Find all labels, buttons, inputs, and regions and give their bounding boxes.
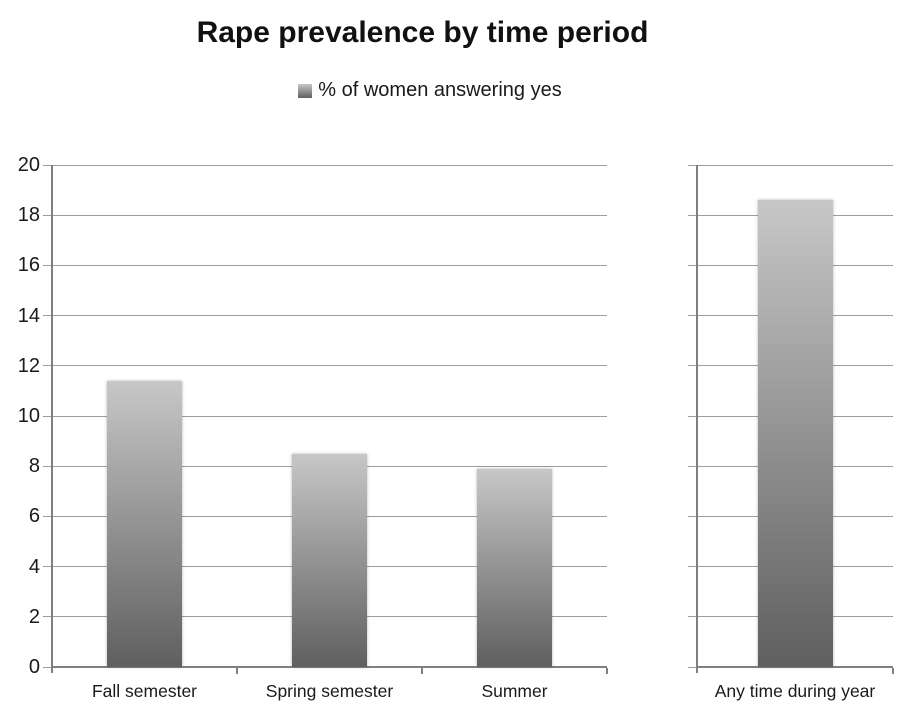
bar [292, 453, 367, 667]
bar [107, 380, 182, 667]
bar [757, 200, 833, 667]
y-axis-tick-label: 4 [28, 555, 40, 578]
category-label: Spring semester [265, 681, 394, 701]
category-label: Any time during year [714, 681, 876, 701]
gridline [43, 264, 607, 266]
x-axis-tick [892, 668, 894, 674]
gridline [43, 365, 607, 367]
category-label: Summer [481, 681, 548, 701]
gridline [43, 315, 607, 317]
y-axis-tick-label: 6 [28, 505, 40, 528]
y-axis-line [696, 165, 698, 673]
x-axis-line [696, 666, 893, 668]
x-axis-tick [421, 668, 423, 674]
chart-title: Rape prevalence by time period [196, 16, 649, 49]
legend-label: % of women answering yes [318, 79, 562, 101]
x-axis-tick [606, 668, 608, 674]
y-axis-tick-label: 20 [17, 154, 40, 176]
y-axis-line [51, 165, 53, 673]
y-axis-tick-label: 12 [17, 354, 40, 377]
gridline [43, 164, 607, 166]
y-axis-tick-label: 14 [17, 304, 40, 327]
legend-swatch-icon [298, 83, 313, 98]
y-axis-tick-label: 2 [28, 605, 40, 628]
y-axis-tick-label: 16 [17, 254, 40, 277]
y-axis-zero-tick [43, 666, 52, 668]
x-axis-line [51, 666, 607, 668]
gridline [688, 164, 893, 166]
y-axis-tick-label: 0 [28, 656, 40, 678]
category-label: Fall semester [91, 681, 198, 701]
x-axis-tick [236, 668, 238, 674]
gridline [43, 214, 607, 216]
y-axis-zero-tick [688, 666, 697, 668]
y-axis-tick-label: 10 [17, 405, 40, 427]
y-axis-tick-label: 8 [28, 455, 40, 478]
y-axis-tick-label: 18 [17, 204, 40, 227]
legend: % of women answering yes [0, 79, 860, 102]
gridline [43, 415, 607, 417]
bar [477, 468, 552, 667]
